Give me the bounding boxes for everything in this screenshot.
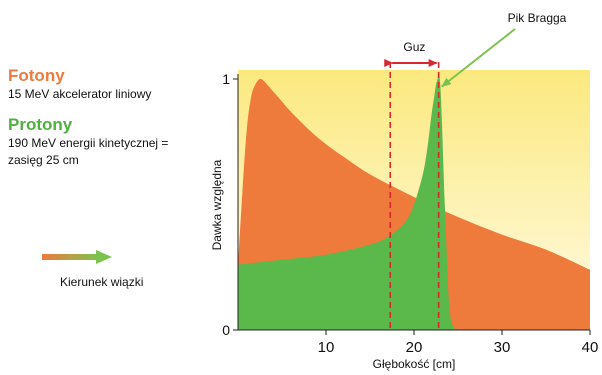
x-tick-label: 10 [318, 339, 335, 356]
y-tick-label: 1 [222, 71, 230, 87]
x-ticks: 10 20 30 40 [318, 330, 599, 356]
tumor-region: Guz [384, 40, 440, 330]
beam-direction-label: Kierunek wiązki [60, 275, 144, 289]
x-tick-label: 30 [494, 339, 511, 356]
photons-title: Fotony [8, 66, 65, 85]
x-tick-label: 40 [582, 339, 599, 356]
proton-dose-area [238, 75, 458, 330]
protons-description-line2: zasięg 25 cm [8, 153, 79, 167]
bragg-peak-arrow [441, 28, 516, 88]
tumor-label: Guz [403, 40, 425, 54]
x-tick-label: 20 [406, 339, 423, 356]
y-ticks: 01 [222, 71, 238, 338]
photons-description: 15 MeV akcelerator liniowy [8, 87, 152, 101]
y-tick-label: 0 [222, 322, 230, 338]
y-axis-label: Dawka względna [210, 159, 224, 250]
x-axis-label: Głębokość [cm] [373, 357, 456, 371]
legend: Fotony 15 MeV akcelerator liniowy Proton… [8, 66, 208, 169]
beam-direction-arrow-icon [42, 250, 112, 264]
protons-title: Protony [8, 115, 73, 134]
bragg-peak-label: Pik Bragga [508, 11, 567, 25]
protons-description-line1: 190 MeV energii kinetycznej = [8, 136, 169, 150]
